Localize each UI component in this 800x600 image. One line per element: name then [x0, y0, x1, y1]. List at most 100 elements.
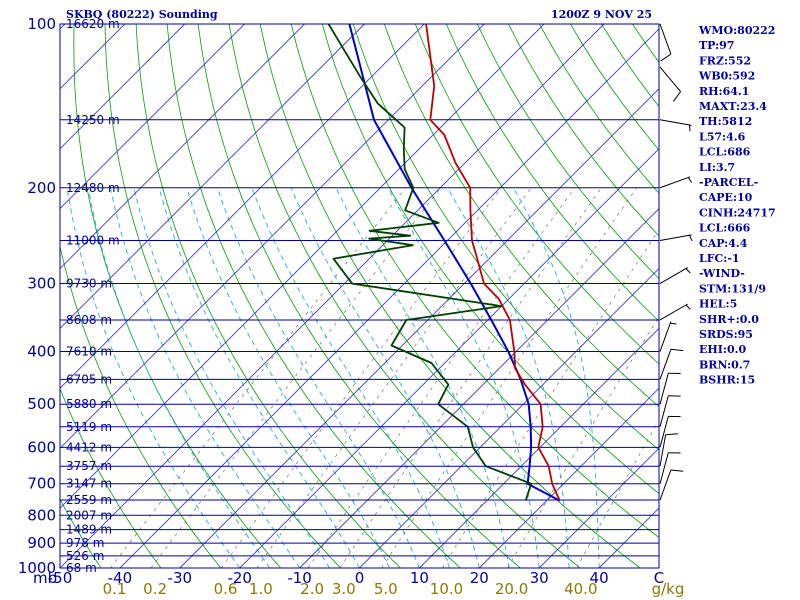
- pressure-tick-label: 500: [27, 395, 56, 413]
- isotherm: [0, 24, 5, 568]
- sounding-index: TP:97: [699, 39, 734, 52]
- wind-barb: [659, 321, 677, 352]
- mixing-ratio-line: [256, 187, 532, 568]
- wind-barb-shaft: [659, 349, 672, 380]
- isotherm: [60, 24, 305, 270]
- wind-barb: [659, 176, 693, 189]
- sounding-index: LCL:686: [699, 146, 751, 159]
- wind-barb: [659, 415, 681, 448]
- wind-barb-shaft: [659, 119, 692, 126]
- pressure-tick-label: 900: [27, 534, 56, 552]
- temperature-tick-label: 0: [355, 569, 365, 587]
- height-label: 68 m: [66, 561, 97, 575]
- isotherm: [60, 24, 605, 568]
- pressure-tick-label: 800: [27, 506, 56, 524]
- height-label: 7610 m: [66, 345, 112, 359]
- sounding-index: RH:64.1: [699, 85, 749, 98]
- isotherm: [60, 24, 186, 150]
- mixing-ratio-label: 10.0: [430, 580, 463, 598]
- sounding-index: BRN:0.7: [699, 358, 750, 371]
- dry-adiabat: [135, 24, 401, 568]
- isotherm: [419, 327, 659, 568]
- isotherm: [119, 28, 659, 568]
- isotherm: [538, 447, 659, 568]
- wind-barb: [659, 119, 692, 132]
- sounding-index: LCL:666: [699, 222, 751, 235]
- wind-profile: [659, 23, 693, 501]
- sounding-index: STM:131/9: [699, 282, 766, 295]
- pressure-tick-label: 400: [27, 343, 56, 361]
- height-label: 16620 m: [66, 17, 120, 31]
- wind-barb-flag: [672, 91, 682, 102]
- temperature-tick-label: -10: [287, 569, 312, 587]
- sounding-index: LFC:-1: [699, 252, 740, 265]
- wind-barb-shaft: [659, 395, 669, 427]
- sounding-index: LI:3.7: [699, 161, 735, 174]
- mixing-ratio-line: [110, 187, 407, 568]
- height-label: 5880 m: [66, 397, 112, 411]
- pressure-tick-label: 200: [27, 179, 56, 197]
- sounding-indices: WMO:80222 TP:97 FRZ:552 WB0:592 RH:64.1 MAXT:…: [698, 24, 776, 387]
- mixing-ratio-label: 0.1: [103, 580, 127, 598]
- mixing-ratio-line: [381, 187, 637, 568]
- mixing-ratio-label: 5.0: [374, 580, 398, 598]
- wind-barb-half-flag: [670, 322, 677, 325]
- mixing-ratio-unit: g/kg: [652, 580, 685, 598]
- wind-barb: [659, 452, 681, 484]
- mixing-ratio-label: 0.2: [143, 580, 167, 598]
- mixing-ratio-line: [307, 187, 575, 568]
- temperature-tick-label: 40: [590, 569, 609, 587]
- wind-barb-shaft: [659, 303, 688, 321]
- wind-barb-shaft: [659, 321, 672, 352]
- wind-barb-half-flag: [689, 235, 693, 242]
- height-label: 1489 m: [66, 523, 112, 537]
- sounding-index: WMO:80222: [698, 24, 775, 37]
- mixing-ratio-label: 2.0: [300, 580, 324, 598]
- isotherm: [60, 24, 245, 210]
- wind-barb-half-flag: [687, 177, 693, 183]
- height-label: 9730 m: [66, 277, 112, 291]
- moist-adiabat: [290, 187, 480, 568]
- wind-barb-shaft: [659, 434, 667, 467]
- wind-barb-shaft: [659, 416, 669, 448]
- sounding-index: CINH:24717: [699, 206, 776, 219]
- sounding-index: EHI:0.0: [699, 343, 746, 356]
- height-label: 8608 m: [66, 313, 112, 327]
- height-label: 526 m: [66, 549, 104, 563]
- sounding-index: HEL:5: [699, 298, 737, 311]
- isotherm: [179, 88, 659, 568]
- pressure-tick-label: 700: [27, 475, 56, 493]
- sounding-index: BSHR:15: [699, 374, 755, 387]
- moist-adiabat: [251, 187, 450, 568]
- wind-barb: [659, 23, 672, 62]
- sounding-index: FRZ:552: [699, 54, 751, 67]
- sounding-index: -PARCEL-: [699, 176, 758, 189]
- height-label: 3147 m: [66, 477, 112, 491]
- moist-adiabat: [186, 187, 390, 568]
- dry-adiabat: [197, 24, 521, 568]
- sounding-index: -WIND-: [699, 267, 745, 280]
- wind-barb: [659, 234, 693, 242]
- temperature-tick-label: -20: [227, 569, 252, 587]
- wind-barb: [659, 469, 684, 501]
- height-label: 2559 m: [66, 493, 112, 507]
- isotherm: [60, 24, 485, 449]
- wind-barb-shaft: [659, 469, 672, 501]
- temperature-tick-label: 20: [470, 569, 489, 587]
- sounding-index: WB0:592: [698, 70, 755, 83]
- sounding-index: L57:4.6: [699, 130, 746, 143]
- moist-adiabat: [447, 187, 570, 568]
- height-label: 2007 m: [66, 508, 112, 522]
- axis-labels: 0.1 0.2 0.6 1.0 2.0 3.0 5.0 10.0 20.0 40.0 g/kg100…: [18, 15, 685, 598]
- wind-barb-shaft: [659, 23, 672, 55]
- pressure-tick-label: 300: [27, 275, 56, 293]
- plot-frame: [59, 23, 660, 569]
- pressure-tick-label: 600: [27, 438, 56, 456]
- height-label: 3757 m: [66, 459, 112, 473]
- wind-barb-shaft: [659, 267, 688, 284]
- moist-adiabat: [387, 187, 540, 568]
- pressure-tick-label: 1000: [18, 559, 56, 577]
- sounding-index: SRDS:95: [699, 328, 753, 341]
- isotherm: [60, 24, 425, 389]
